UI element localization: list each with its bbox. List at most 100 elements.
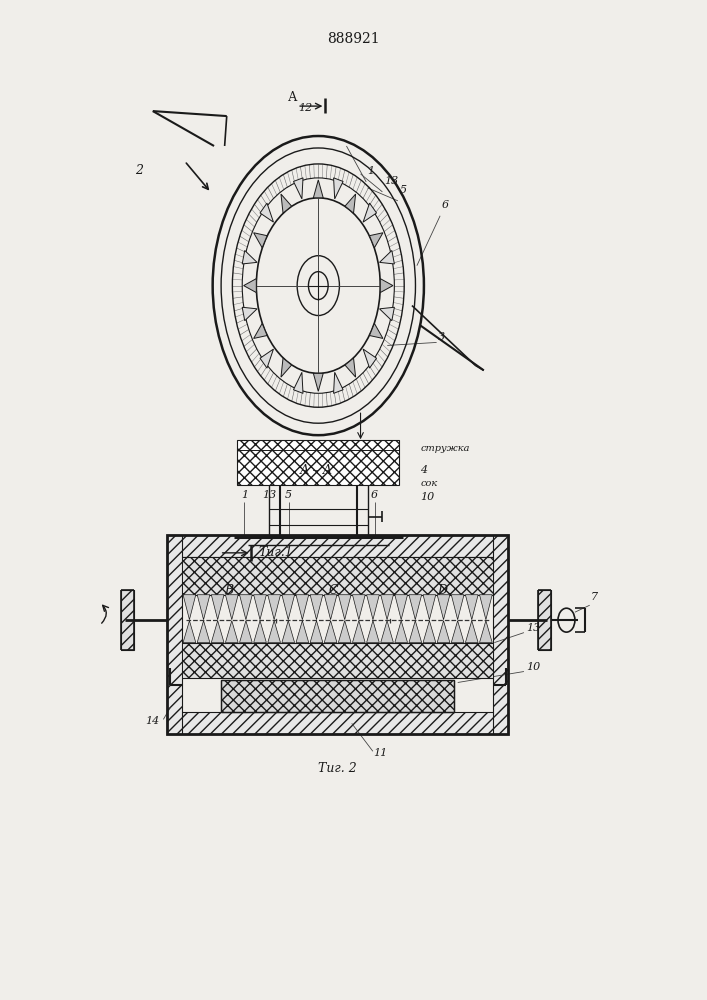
Text: 2: 2	[135, 164, 143, 177]
Polygon shape	[380, 595, 393, 620]
Polygon shape	[211, 621, 224, 643]
Polygon shape	[197, 595, 210, 620]
Polygon shape	[479, 595, 492, 620]
Polygon shape	[211, 595, 224, 620]
Text: стружка: стружка	[421, 444, 470, 453]
Polygon shape	[313, 373, 323, 391]
Polygon shape	[363, 203, 377, 222]
Polygon shape	[451, 621, 464, 643]
Polygon shape	[380, 250, 395, 264]
Polygon shape	[479, 621, 492, 643]
Text: 888921: 888921	[327, 32, 380, 46]
Polygon shape	[380, 621, 393, 643]
Polygon shape	[183, 595, 196, 620]
Polygon shape	[293, 178, 303, 199]
Polygon shape	[353, 621, 366, 643]
Polygon shape	[451, 595, 464, 620]
Text: 10: 10	[421, 492, 435, 502]
Text: D: D	[437, 584, 447, 597]
Polygon shape	[423, 621, 436, 643]
Polygon shape	[334, 178, 343, 199]
Text: C: C	[328, 584, 338, 597]
Polygon shape	[493, 535, 508, 734]
Polygon shape	[380, 307, 395, 321]
Polygon shape	[121, 590, 134, 650]
Polygon shape	[334, 372, 343, 393]
Text: 11: 11	[373, 748, 387, 758]
Polygon shape	[423, 595, 436, 620]
Text: А: А	[288, 91, 297, 104]
Polygon shape	[538, 590, 551, 650]
Polygon shape	[167, 535, 182, 734]
Polygon shape	[339, 621, 351, 643]
Polygon shape	[282, 621, 295, 643]
Polygon shape	[363, 349, 377, 368]
Text: 13: 13	[526, 623, 540, 633]
Polygon shape	[281, 358, 291, 377]
Text: Τиг. 2: Τиг. 2	[318, 762, 357, 775]
Polygon shape	[183, 621, 196, 643]
Text: А – А: А – А	[300, 464, 333, 477]
Polygon shape	[339, 595, 351, 620]
Text: 12: 12	[298, 103, 312, 113]
Polygon shape	[370, 323, 383, 338]
Polygon shape	[353, 595, 366, 620]
Polygon shape	[465, 621, 478, 643]
Polygon shape	[254, 233, 267, 248]
Polygon shape	[254, 621, 267, 643]
Polygon shape	[240, 621, 252, 643]
Polygon shape	[238, 440, 399, 485]
Polygon shape	[182, 557, 493, 595]
Polygon shape	[243, 250, 257, 264]
Text: Τиг.1: Τиг.1	[259, 546, 293, 559]
Polygon shape	[437, 595, 450, 620]
Polygon shape	[465, 595, 478, 620]
Polygon shape	[260, 203, 274, 222]
Text: сок: сок	[421, 479, 438, 488]
Polygon shape	[254, 595, 267, 620]
Text: B: B	[224, 584, 233, 597]
Text: 7: 7	[590, 592, 597, 602]
Polygon shape	[395, 621, 407, 643]
Text: 5: 5	[399, 185, 407, 195]
Polygon shape	[310, 621, 323, 643]
Polygon shape	[345, 194, 356, 213]
Polygon shape	[325, 595, 337, 620]
Polygon shape	[260, 349, 274, 368]
Polygon shape	[310, 595, 323, 620]
Text: 1: 1	[368, 166, 375, 176]
Polygon shape	[296, 595, 309, 620]
Text: 13: 13	[384, 176, 398, 186]
Polygon shape	[226, 621, 238, 643]
Polygon shape	[409, 595, 421, 620]
Polygon shape	[197, 621, 210, 643]
Text: 4: 4	[421, 465, 428, 475]
Polygon shape	[182, 643, 493, 678]
Polygon shape	[367, 595, 379, 620]
Polygon shape	[268, 621, 281, 643]
Text: 6: 6	[371, 490, 378, 500]
Text: 5: 5	[285, 490, 292, 500]
Polygon shape	[281, 194, 291, 213]
Text: 13: 13	[262, 490, 276, 500]
Text: А: А	[215, 557, 224, 570]
Text: 1: 1	[241, 490, 248, 500]
Polygon shape	[293, 372, 303, 393]
Polygon shape	[296, 621, 309, 643]
Text: 10: 10	[526, 662, 540, 672]
Polygon shape	[244, 279, 257, 293]
Polygon shape	[167, 712, 508, 734]
Polygon shape	[395, 595, 407, 620]
Text: 6: 6	[442, 200, 449, 210]
Polygon shape	[240, 595, 252, 620]
Text: 14: 14	[146, 716, 160, 726]
Polygon shape	[282, 595, 295, 620]
Polygon shape	[313, 180, 323, 198]
Polygon shape	[167, 535, 508, 557]
Polygon shape	[226, 595, 238, 620]
Polygon shape	[254, 323, 267, 338]
Polygon shape	[409, 621, 421, 643]
Polygon shape	[437, 621, 450, 643]
Polygon shape	[243, 307, 257, 321]
Text: 3: 3	[438, 332, 445, 342]
